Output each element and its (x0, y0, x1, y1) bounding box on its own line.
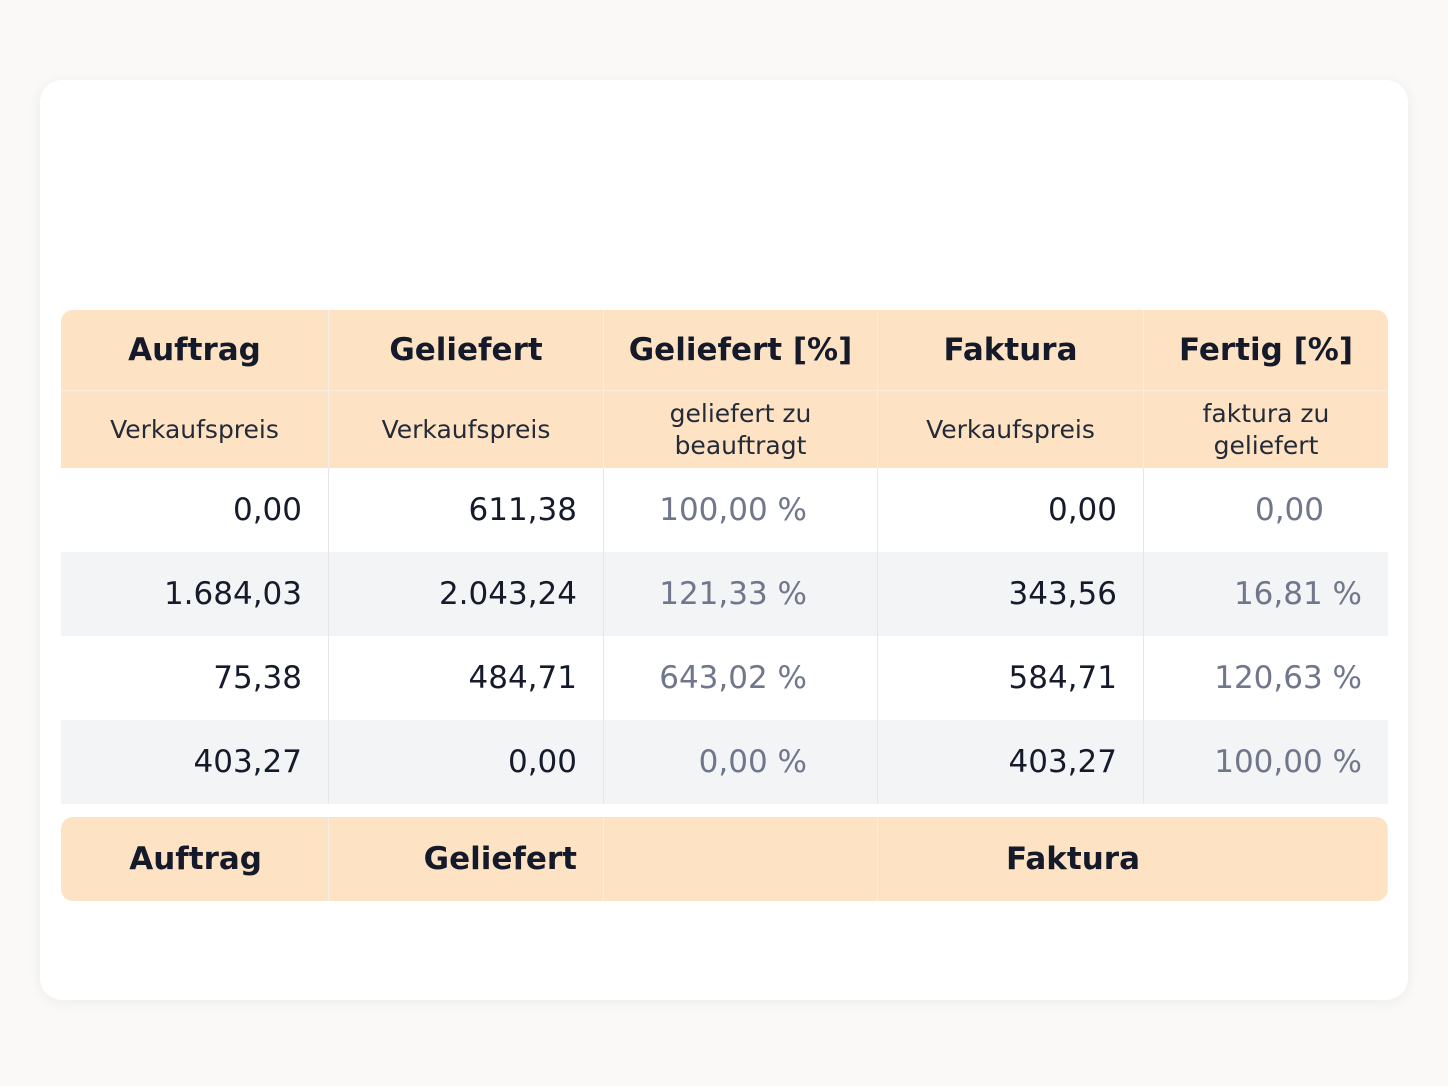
order-summary-table: Auftrag Geliefert Geliefert [%] Faktura … (61, 310, 1388, 804)
subheader-geliefert-percent-line1: geliefert zu (669, 398, 812, 428)
subheader-fertig-percent-line2: geliefert (1213, 430, 1319, 460)
cell-auftrag: 403,27 (61, 720, 329, 804)
table-row[interactable]: 0,00 611,38 100,00 % 0,00 0,00 (61, 468, 1388, 552)
footer-faktura: Faktura (878, 817, 1388, 901)
footer-geliefert: Geliefert (329, 817, 604, 901)
table-footer: Auftrag Geliefert Faktura (61, 817, 1388, 901)
cell-geliefert-percent: 121,33 % (604, 552, 878, 636)
cell-fertig-percent: 0,00 (1144, 468, 1388, 552)
subheader-faktura: Verkaufspreis (878, 390, 1144, 468)
table-row[interactable]: 403,27 0,00 0,00 % 403,27 100,00 % (61, 720, 1388, 804)
cell-geliefert: 2.043,24 (329, 552, 604, 636)
cell-fertig-percent: 120,63 % (1144, 636, 1388, 720)
subheader-geliefert-percent-line2: beauftragt (674, 430, 807, 460)
footer-empty-cell (604, 817, 878, 901)
cell-auftrag: 1.684,03 (61, 552, 329, 636)
cell-faktura: 584,71 (878, 636, 1144, 720)
cell-auftrag: 75,38 (61, 636, 329, 720)
subheader-geliefert: Verkaufspreis (329, 390, 604, 468)
table-subheader-row: Verkaufspreis Verkaufspreis geliefert zu… (61, 390, 1388, 468)
table-header-row: Auftrag Geliefert Geliefert [%] Faktura … (61, 310, 1388, 390)
subheader-auftrag-text: Verkaufspreis (110, 414, 279, 444)
cell-geliefert: 484,71 (329, 636, 604, 720)
table-footer-row: Auftrag Geliefert Faktura (61, 817, 1388, 901)
column-header-auftrag[interactable]: Auftrag (61, 310, 329, 390)
cell-faktura: 403,27 (878, 720, 1144, 804)
subheader-geliefert-text: Verkaufspreis (381, 414, 551, 444)
column-header-geliefert[interactable]: Geliefert (329, 310, 604, 390)
cell-geliefert-percent: 643,02 % (604, 636, 878, 720)
subheader-auftrag: Verkaufspreis (61, 390, 329, 468)
cell-geliefert-percent: 0,00 % (604, 720, 878, 804)
column-header-fertig-percent[interactable]: Fertig [%] (1144, 310, 1388, 390)
cell-geliefert-percent: 100,00 % (604, 468, 878, 552)
cell-auftrag: 0,00 (61, 468, 329, 552)
subheader-faktura-text: Verkaufspreis (926, 414, 1095, 444)
cell-geliefert: 611,38 (329, 468, 604, 552)
cell-faktura: 0,00 (878, 468, 1144, 552)
footer-auftrag: Auftrag (61, 817, 329, 901)
cell-faktura: 343,56 (878, 552, 1144, 636)
cell-geliefert: 0,00 (329, 720, 604, 804)
column-header-faktura[interactable]: Faktura (878, 310, 1144, 390)
subheader-fertig-percent-line1: faktura zu (1202, 398, 1330, 428)
cell-fertig-percent: 100,00 % (1144, 720, 1388, 804)
table-row[interactable]: 75,38 484,71 643,02 % 584,71 120,63 % (61, 636, 1388, 720)
subheader-fertig-percent: faktura zu geliefert (1144, 390, 1388, 468)
subheader-geliefert-percent: geliefert zu beauftragt (604, 390, 878, 468)
column-header-geliefert-percent[interactable]: Geliefert [%] (604, 310, 878, 390)
table-row[interactable]: 1.684,03 2.043,24 121,33 % 343,56 16,81 … (61, 552, 1388, 636)
cell-fertig-percent: 16,81 % (1144, 552, 1388, 636)
